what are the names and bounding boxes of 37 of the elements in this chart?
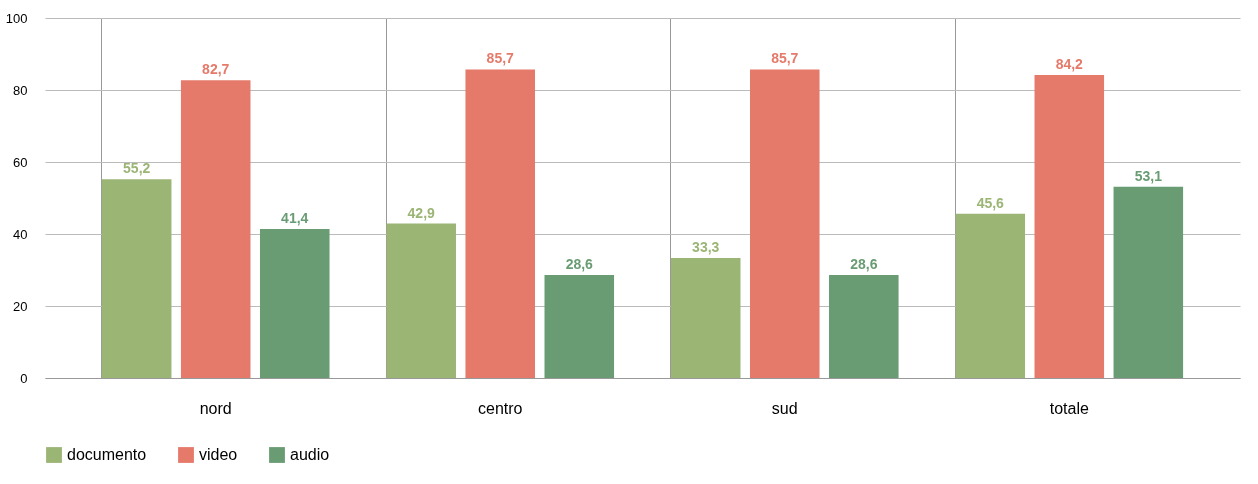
x-tick-label: centro: [478, 399, 523, 417]
data-label: 55,2: [123, 160, 151, 177]
data-label: 42,9: [407, 204, 436, 221]
data-label: 53,1: [1134, 167, 1163, 184]
bar: [829, 275, 899, 378]
x-tick-label: totale: [1049, 399, 1089, 417]
y-tick-label: 0: [20, 370, 28, 386]
legend-label: documento: [67, 446, 147, 463]
bar: [259, 228, 330, 378]
y-tick-label: 40: [13, 226, 28, 242]
data-label: 85,7: [771, 50, 799, 67]
bar: [670, 258, 741, 378]
data-label: 41,4: [281, 209, 309, 226]
data-label: 28,6: [850, 256, 878, 273]
data-label: 33,3: [692, 239, 720, 256]
bar: [955, 213, 1026, 378]
bar: [465, 69, 536, 378]
legend-label: audio: [290, 446, 330, 463]
data-label: 84,2: [1055, 55, 1084, 72]
bar: [386, 223, 456, 378]
bar: [749, 69, 820, 378]
bar: [180, 80, 251, 378]
bar: [1034, 74, 1105, 378]
bar: [1113, 186, 1184, 378]
y-tick-label: 80: [13, 82, 28, 98]
bar: [101, 179, 172, 378]
y-tick-label: 100: [5, 10, 28, 26]
x-tick-label: nord: [199, 399, 232, 417]
data-label: 28,6: [565, 256, 594, 273]
x-tick-label: sud: [771, 399, 798, 417]
data-label: 85,7: [486, 50, 515, 67]
bar: [544, 275, 615, 378]
legend-label: video: [199, 446, 238, 463]
y-tick-label: 60: [13, 154, 28, 170]
data-label: 45,6: [976, 194, 1005, 211]
y-tick-label: 20: [13, 298, 28, 314]
data-label: 82,7: [202, 61, 230, 78]
